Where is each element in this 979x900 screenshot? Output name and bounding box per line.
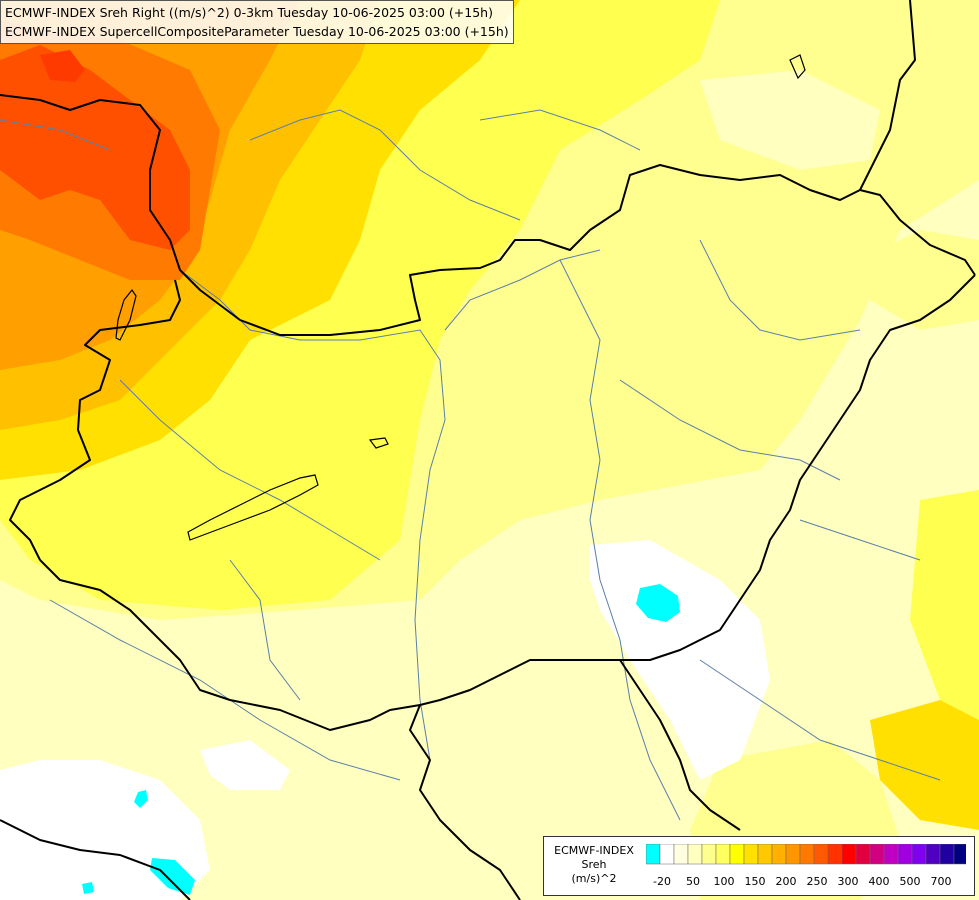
legend-ticks: -20 50 100 150 200 250 300 400 500 700	[646, 875, 976, 889]
legend-swatch	[757, 844, 773, 865]
legend-swatch	[673, 844, 689, 865]
legend-tick-label: 100	[713, 875, 735, 888]
legend-tick-label: 300	[837, 875, 859, 888]
legend-tick-label: 50	[686, 875, 700, 888]
legend-swatch	[799, 844, 815, 865]
legend-swatch	[687, 844, 703, 865]
legend-tick-label: 200	[775, 875, 797, 888]
legend-title: ECMWF-INDEX Sreh (m/s)^2	[546, 844, 642, 886]
legend-swatch	[646, 844, 661, 865]
legend-swatch	[925, 844, 941, 865]
legend-swatch	[659, 844, 675, 865]
title-scp: ECMWF-INDEX SupercellCompositeParameter …	[5, 24, 509, 39]
legend-tick-label: 500	[899, 875, 921, 888]
legend-swatch	[897, 844, 913, 865]
lakes	[115, 54, 806, 541]
legend-tick-label: 250	[806, 875, 828, 888]
legend-swatch	[743, 844, 759, 865]
title-sreh: ECMWF-INDEX Sreh Right ((m/s)^2) 0-3km T…	[5, 5, 493, 20]
legend-tick-label: 400	[868, 875, 890, 888]
legend-swatch	[701, 844, 717, 865]
legend-swatches	[646, 844, 966, 865]
legend-tick-label: -20	[653, 875, 671, 888]
legend-swatch	[813, 844, 829, 865]
legend-swatch	[855, 844, 871, 865]
legend-swatch	[785, 844, 801, 865]
legend-title-line: Sreh	[581, 858, 607, 871]
legend-swatch	[869, 844, 885, 865]
legend-tick-label: 700	[930, 875, 952, 888]
legend-tick-label: 150	[744, 875, 766, 888]
legend-swatch	[953, 844, 966, 865]
color-legend: ECMWF-INDEX Sreh (m/s)^2 -20 50 100 150 200 2…	[543, 836, 975, 896]
legend-swatch	[715, 844, 731, 865]
legend-swatch	[729, 844, 745, 865]
map-title-box: ECMWF-INDEX Sreh Right ((m/s)^2) 0-3km T…	[0, 0, 514, 44]
legend-swatch	[841, 844, 857, 865]
legend-swatch	[939, 844, 955, 865]
legend-swatch	[911, 844, 927, 865]
legend-swatch	[771, 844, 787, 865]
legend-title-line: (m/s)^2	[571, 872, 617, 885]
legend-swatch	[827, 844, 843, 865]
legend-title-line: ECMWF-INDEX	[554, 844, 634, 857]
legend-swatch	[883, 844, 899, 865]
